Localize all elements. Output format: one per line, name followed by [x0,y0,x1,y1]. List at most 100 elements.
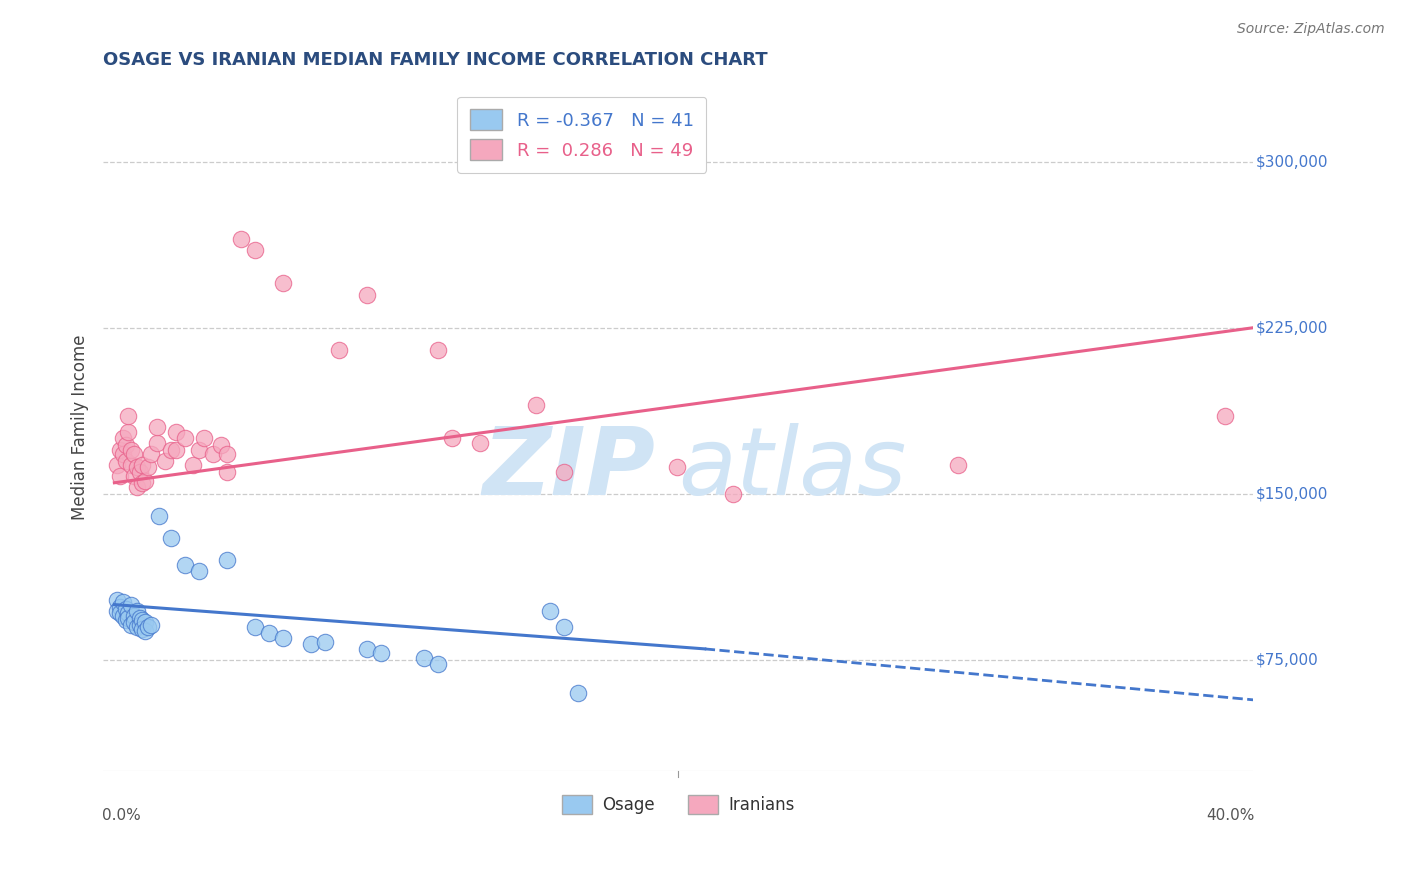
Point [114,602,136,616]
Point [257,626,280,640]
Point [159,442,181,457]
Point [125,460,148,475]
Point [173,432,195,446]
Point [524,398,547,412]
Point [271,277,294,291]
Point [356,287,378,301]
Text: $300,000: $300,000 [1256,154,1327,169]
Point [105,593,128,607]
Point [412,650,434,665]
Point [193,432,215,446]
Point [111,432,134,446]
Text: $225,000: $225,000 [1256,320,1327,335]
Point [148,508,170,523]
Point [108,442,131,457]
Text: OSAGE VS IRANIAN MEDIAN FAMILY INCOME CORRELATION CHART: OSAGE VS IRANIAN MEDIAN FAMILY INCOME CO… [103,51,768,69]
Point [134,474,156,488]
Point [105,604,128,618]
Point [181,458,204,472]
Point [1213,409,1236,424]
Point [271,631,294,645]
Point [108,599,131,614]
Point [159,531,181,545]
Point [356,641,378,656]
Point [721,487,744,501]
Point [136,620,159,634]
Point [243,244,266,258]
Point [120,598,142,612]
Point [114,438,136,452]
Point [139,617,162,632]
Text: 40.0%: 40.0% [1206,808,1254,823]
Point [665,460,688,475]
Text: atlas: atlas [678,423,907,514]
Point [122,447,145,461]
Point [122,608,145,623]
Point [117,607,139,621]
Point [187,442,209,457]
Point [134,615,156,630]
Point [946,458,969,472]
Point [243,620,266,634]
Point [125,620,148,634]
Point [136,460,159,475]
Point [440,432,463,446]
Point [370,646,392,660]
Point [314,635,336,649]
Text: 0.0%: 0.0% [103,808,141,823]
Point [229,232,252,246]
Point [139,447,162,461]
Text: ZIP: ZIP [482,423,655,515]
Point [553,620,575,634]
Point [120,458,142,472]
Point [128,465,150,479]
Text: $75,000: $75,000 [1256,652,1317,667]
Point [125,604,148,618]
Point [153,453,176,467]
Point [131,622,153,636]
Point [187,565,209,579]
Point [145,436,167,450]
Y-axis label: Median Family Income: Median Family Income [72,334,89,520]
Point [134,624,156,639]
Point [125,480,148,494]
Point [111,595,134,609]
Point [426,343,449,357]
Point [215,447,238,461]
Point [117,425,139,439]
Point [105,458,128,472]
Point [122,469,145,483]
Point [567,686,589,700]
Text: $150,000: $150,000 [1256,486,1327,501]
Point [215,465,238,479]
Point [128,611,150,625]
Point [165,425,187,439]
Point [145,420,167,434]
Point [215,553,238,567]
Point [328,343,350,357]
Point [201,447,224,461]
Point [111,447,134,461]
Point [538,604,561,618]
Point [117,409,139,424]
Point [173,558,195,572]
Point [131,475,153,490]
Point [120,617,142,632]
Point [117,611,139,625]
Point [299,637,322,651]
Point [114,613,136,627]
Point [131,613,153,627]
Text: Source: ZipAtlas.com: Source: ZipAtlas.com [1237,22,1385,37]
Point [108,607,131,621]
Point [165,442,187,457]
Point [128,617,150,632]
Point [120,442,142,457]
Point [426,657,449,672]
Point [114,453,136,467]
Point [131,458,153,472]
Point [468,436,491,450]
Point [122,615,145,630]
Point [108,469,131,483]
Point [553,465,575,479]
Point [209,438,232,452]
